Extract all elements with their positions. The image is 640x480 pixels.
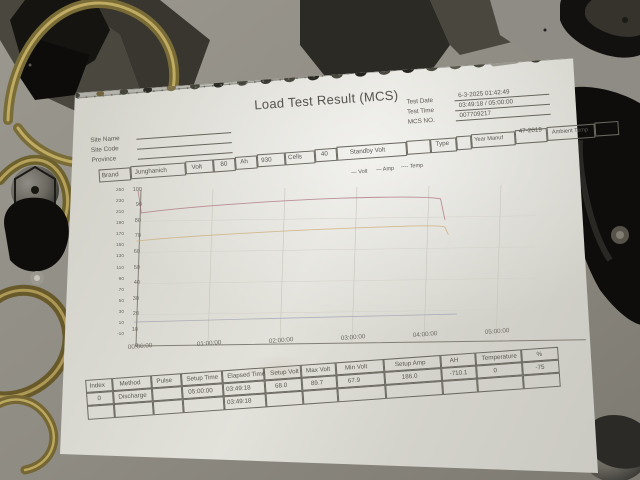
svg-text:20: 20 (133, 311, 139, 317)
svg-text:00:00:00: 00:00:00 (128, 342, 153, 351)
svg-text:05:00:00: 05:00:00 (485, 327, 510, 336)
svg-text:40: 40 (134, 280, 140, 286)
svg-text:10: 10 (119, 320, 125, 326)
svg-text:60: 60 (134, 249, 140, 255)
svg-text:0: 0 (135, 343, 138, 349)
svg-text:100: 100 (133, 187, 142, 193)
svg-text:210: 210 (116, 209, 124, 215)
svg-text:30: 30 (133, 296, 139, 302)
svg-text:170: 170 (116, 231, 124, 237)
svg-text:50: 50 (134, 265, 140, 271)
svg-text:70: 70 (135, 233, 141, 239)
svg-text:110: 110 (116, 265, 124, 271)
svg-text:230: 230 (116, 198, 124, 204)
svg-text:150: 150 (116, 242, 124, 248)
svg-text:250: 250 (116, 187, 124, 193)
svg-text:90: 90 (119, 276, 125, 282)
svg-text:50: 50 (119, 298, 125, 304)
svg-text:130: 130 (116, 253, 124, 259)
svg-text:04:00:00: 04:00:00 (413, 330, 438, 339)
svg-text:03:00:00: 03:00:00 (341, 333, 366, 342)
svg-text:80: 80 (135, 218, 141, 224)
svg-text:10: 10 (132, 327, 138, 333)
svg-text:70: 70 (119, 287, 125, 293)
svg-text:30: 30 (119, 309, 125, 315)
svg-text:01:00:00: 01:00:00 (197, 339, 222, 348)
svg-text:-10: -10 (117, 331, 124, 337)
svg-text:190: 190 (116, 220, 124, 226)
svg-text:90: 90 (136, 202, 142, 208)
